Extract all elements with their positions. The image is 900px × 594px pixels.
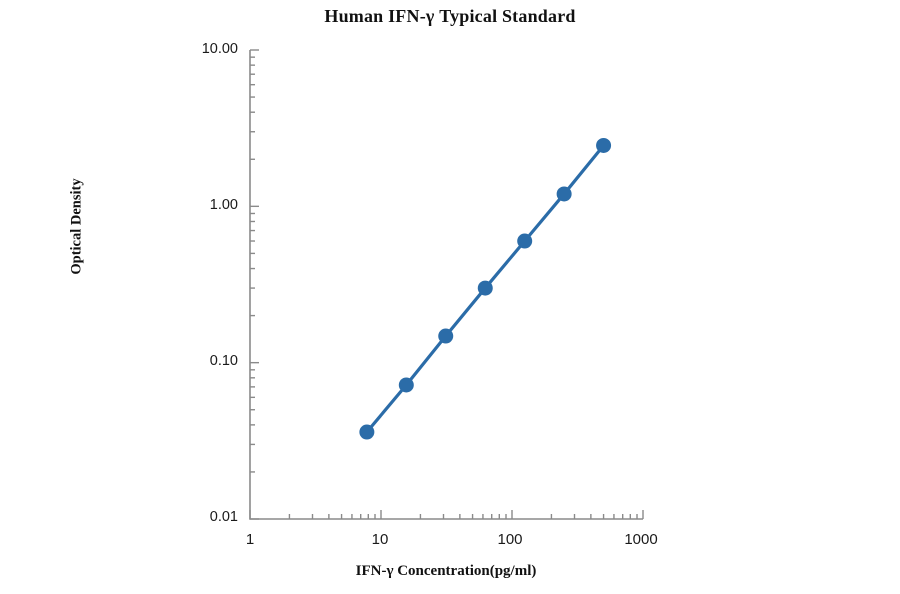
axis-lines [249, 50, 643, 520]
data-series [359, 137, 612, 440]
data-point [398, 377, 414, 393]
data-point [517, 233, 533, 249]
y-tick-label-0_01: 0.01 [209, 509, 238, 525]
y-tick-label-0_1: 0.10 [209, 353, 238, 369]
data-point [477, 280, 493, 296]
data-point [596, 137, 612, 153]
data-point [438, 328, 454, 344]
data-point [359, 424, 375, 440]
chart-title: Human IFN-γ Typical Standard [324, 6, 576, 26]
y-tick-label-10: 10.00 [201, 41, 238, 57]
x-tick-label-1000: 1000 [624, 531, 658, 548]
y-tick-label-1: 1.00 [209, 197, 238, 213]
x-axis-title: IFN-γ Concentration(pg/ml) [355, 563, 537, 579]
x-tick-label-10: 10 [371, 531, 389, 548]
x-tick-label-1: 1 [245, 531, 255, 548]
x-tick-label-100: 100 [497, 531, 523, 548]
data-point [556, 186, 572, 202]
axis-ticks [249, 49, 644, 520]
